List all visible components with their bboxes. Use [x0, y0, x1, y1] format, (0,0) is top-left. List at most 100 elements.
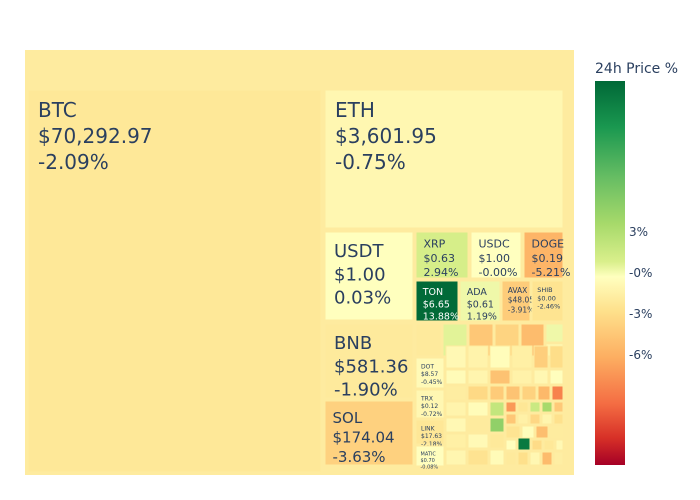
- coin-tile-shib[interactable]: SHIB$0.00-2.46%: [531, 280, 564, 322]
- minor-coin-tile[interactable]: [467, 449, 489, 466]
- coin-change-label: -3.63%: [333, 448, 386, 466]
- coin-symbol-label: USDC: [479, 238, 511, 251]
- coin-tile-link[interactable]: LINK$17.63-2.18%: [415, 419, 445, 448]
- minor-coin-tile[interactable]: [467, 345, 489, 369]
- coin-tile-btc[interactable]: BTC$70,292.97-2.09%: [27, 89, 322, 473]
- coin-tile-rect: [459, 280, 501, 322]
- coin-change-label: 1.19%: [467, 312, 497, 323]
- minor-coin-tile[interactable]: [445, 369, 467, 385]
- coin-tile-avax[interactable]: AVAX$48.05-3.91%: [501, 280, 534, 322]
- coin-change-label: -2.09%: [38, 150, 109, 174]
- minor-coin-tile[interactable]: [533, 369, 549, 385]
- minor-coin-tile[interactable]: [553, 451, 564, 466]
- minor-coin-tile[interactable]: [555, 439, 564, 451]
- minor-coin-tile[interactable]: [505, 451, 517, 466]
- minor-coin-tile[interactable]: [467, 401, 489, 417]
- minor-coin-tile[interactable]: [521, 425, 535, 439]
- minor-coin-tile[interactable]: [489, 417, 505, 433]
- minor-coin-tile[interactable]: [511, 369, 533, 385]
- minor-coin-tile[interactable]: [489, 401, 505, 417]
- minor-coin-tile[interactable]: [505, 413, 517, 425]
- minor-coin-tile[interactable]: [445, 433, 467, 449]
- coin-price-label: $0.70: [421, 458, 435, 464]
- minor-coin-tile[interactable]: [511, 345, 533, 369]
- coin-tile-usdt[interactable]: USDT$1.00 0.03%: [324, 231, 414, 321]
- minor-coin-tile[interactable]: [445, 345, 467, 369]
- small-tiles-group: [415, 323, 564, 466]
- minor-coin-tile[interactable]: [535, 425, 549, 439]
- coin-symbol-label: SHIB: [537, 286, 552, 294]
- coin-change-label: -0.08%: [421, 464, 439, 470]
- coin-tile-usdc[interactable]: USDC$1.00-0.00%: [470, 231, 522, 279]
- minor-coin-tile[interactable]: [415, 323, 442, 357]
- minor-coin-tile[interactable]: [521, 385, 537, 401]
- minor-coin-tile[interactable]: [553, 413, 564, 425]
- coin-symbol-label: DOT: [421, 363, 434, 370]
- coin-tile-sol[interactable]: SOL$174.04 -3.63%: [324, 400, 414, 466]
- minor-coin-tile[interactable]: [551, 385, 564, 401]
- coin-tile-doge[interactable]: DOGE$0.19-5.21%: [523, 231, 571, 279]
- coin-tile-xrp[interactable]: XRP$0.632.94%: [415, 231, 469, 279]
- minor-coin-tile[interactable]: [517, 413, 529, 425]
- coin-tile-trx[interactable]: TRX$0.12-0.72%: [415, 389, 445, 419]
- colorbar-tick-label: -6%: [629, 348, 653, 363]
- coin-price-label: $174.04: [333, 428, 395, 446]
- coin-symbol-label: AVAX: [508, 286, 528, 295]
- minor-coin-tile[interactable]: [531, 439, 543, 451]
- minor-coin-tile[interactable]: [529, 413, 541, 425]
- minor-coin-tile[interactable]: [543, 439, 555, 451]
- minor-coin-tile[interactable]: [467, 433, 489, 449]
- minor-coin-tile[interactable]: [517, 401, 529, 413]
- coin-tile-rect: [415, 280, 459, 322]
- minor-coin-tile[interactable]: [545, 323, 564, 343]
- coin-price-label: $0.63: [424, 252, 456, 265]
- minor-coin-tile[interactable]: [549, 369, 564, 385]
- minor-coin-tile[interactable]: [489, 433, 505, 449]
- coin-tile-ada[interactable]: ADA$0.61 1.19%: [459, 280, 501, 323]
- minor-coin-tile[interactable]: [549, 345, 564, 369]
- minor-coin-tile[interactable]: [505, 425, 521, 439]
- minor-coin-tile[interactable]: [489, 449, 505, 466]
- minor-coin-tile[interactable]: [445, 401, 467, 417]
- minor-coin-tile[interactable]: [489, 369, 511, 385]
- minor-coin-tile[interactable]: [529, 451, 541, 466]
- coin-tile-matic[interactable]: MATIC$0.70-0.08%: [415, 445, 445, 470]
- minor-coin-tile[interactable]: [505, 439, 517, 451]
- coin-price-label: $6.65: [423, 299, 450, 310]
- minor-coin-tile[interactable]: [549, 425, 564, 439]
- colorbar-title: 24h Price %: [595, 61, 679, 77]
- minor-coin-tile[interactable]: [517, 437, 531, 451]
- minor-coin-tile[interactable]: [445, 385, 467, 401]
- minor-coin-tile[interactable]: [553, 401, 564, 413]
- coin-tile-rect: [415, 231, 469, 279]
- minor-coin-tile[interactable]: [467, 385, 489, 401]
- minor-coin-tile[interactable]: [505, 385, 521, 401]
- minor-coin-tile[interactable]: [467, 417, 489, 433]
- minor-coin-tile[interactable]: [529, 401, 541, 413]
- minor-coin-tile[interactable]: [445, 449, 467, 466]
- minor-coin-tile[interactable]: [541, 413, 553, 425]
- coin-tile-rect: [470, 231, 522, 279]
- coin-tile-dot[interactable]: DOT$8.57-0.45%: [415, 357, 445, 389]
- coin-tile-bnb[interactable]: BNB$581.36 -1.90%: [324, 323, 414, 401]
- minor-coin-tile[interactable]: [489, 385, 505, 401]
- coin-price-label: $581.36: [334, 356, 408, 377]
- coin-symbol-label: XRP: [424, 238, 446, 251]
- coin-change-label: -1.90%: [334, 380, 398, 401]
- minor-coin-tile[interactable]: [489, 345, 511, 369]
- coin-tile-ton[interactable]: TON$6.65 13.88%: [415, 280, 459, 323]
- coin-price-label: $1.00: [334, 264, 386, 285]
- coin-symbol-label: USDT: [334, 241, 384, 262]
- coin-tile-eth[interactable]: ETH$3,601.95-0.75%: [324, 89, 564, 229]
- minor-coin-tile[interactable]: [517, 451, 529, 466]
- minor-coin-tile[interactable]: [541, 401, 553, 413]
- coin-change-label: -5.21%: [532, 266, 571, 279]
- minor-coin-tile[interactable]: [541, 451, 553, 466]
- coin-change-label: -2.46%: [537, 303, 560, 311]
- minor-coin-tile[interactable]: [445, 417, 467, 433]
- minor-coin-tile[interactable]: [467, 369, 489, 385]
- coin-tile-rect: [415, 389, 445, 419]
- minor-coin-tile[interactable]: [533, 345, 549, 369]
- minor-coin-tile[interactable]: [537, 385, 551, 401]
- minor-coin-tile[interactable]: [505, 401, 517, 413]
